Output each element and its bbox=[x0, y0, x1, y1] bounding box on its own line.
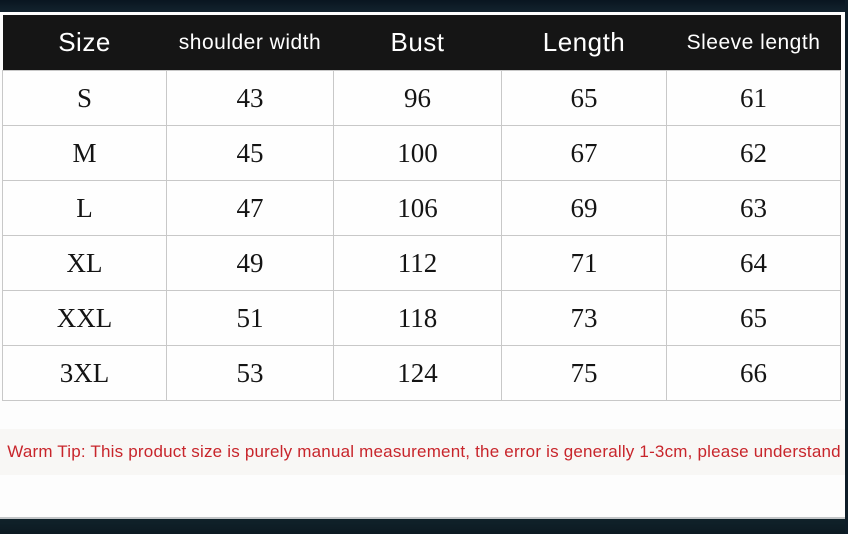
value-cell: 49 bbox=[166, 235, 334, 291]
value-cell: 47 bbox=[166, 180, 334, 236]
right-edge-stripe bbox=[845, 0, 848, 534]
table-row-xl: XL 49 112 71 64 bbox=[2, 235, 841, 291]
value-cell: 100 bbox=[333, 125, 502, 181]
bottom-bar bbox=[0, 517, 848, 534]
top-strip bbox=[0, 0, 848, 15]
value-cell: 65 bbox=[501, 70, 667, 126]
size-cell: L bbox=[2, 180, 167, 236]
warm-tip-text: Warm Tip: This product size is purely ma… bbox=[0, 429, 848, 475]
size-cell: XL bbox=[2, 235, 167, 291]
table-row-xxl: XXL 51 118 73 65 bbox=[2, 290, 841, 346]
value-cell: 64 bbox=[666, 235, 841, 291]
value-cell: 66 bbox=[666, 345, 841, 401]
col-header-bust: Bust bbox=[333, 15, 502, 71]
table-row-s: S 43 96 65 61 bbox=[2, 70, 841, 126]
value-cell: 62 bbox=[666, 125, 841, 181]
value-cell: 65 bbox=[666, 290, 841, 346]
value-cell: 71 bbox=[501, 235, 667, 291]
value-cell: 61 bbox=[666, 70, 841, 126]
size-cell: 3XL bbox=[2, 345, 167, 401]
value-cell: 96 bbox=[333, 70, 502, 126]
value-cell: 63 bbox=[666, 180, 841, 236]
col-header-sleeve-length: Sleeve length bbox=[666, 15, 841, 71]
header-row: Size shoulder width Bust Length Sleeve l… bbox=[2, 15, 841, 71]
size-table: Size shoulder width Bust Length Sleeve l… bbox=[2, 15, 841, 401]
value-cell: 73 bbox=[501, 290, 667, 346]
col-header-length: Length bbox=[501, 15, 667, 71]
value-cell: 53 bbox=[166, 345, 334, 401]
value-cell: 45 bbox=[166, 125, 334, 181]
table-row-3xl: 3XL 53 124 75 66 bbox=[2, 345, 841, 401]
value-cell: 51 bbox=[166, 290, 334, 346]
size-cell: XXL bbox=[2, 290, 167, 346]
value-cell: 43 bbox=[166, 70, 334, 126]
size-cell: S bbox=[2, 70, 167, 126]
table-row-l: L 47 106 69 63 bbox=[2, 180, 841, 236]
value-cell: 67 bbox=[501, 125, 667, 181]
col-header-shoulder-width: shoulder width bbox=[166, 15, 334, 71]
value-cell: 112 bbox=[333, 235, 502, 291]
value-cell: 75 bbox=[501, 345, 667, 401]
value-cell: 124 bbox=[333, 345, 502, 401]
size-cell: M bbox=[2, 125, 167, 181]
value-cell: 106 bbox=[333, 180, 502, 236]
table-row-m: M 45 100 67 62 bbox=[2, 125, 841, 181]
col-header-size: Size bbox=[2, 15, 167, 71]
value-cell: 118 bbox=[333, 290, 502, 346]
value-cell: 69 bbox=[501, 180, 667, 236]
